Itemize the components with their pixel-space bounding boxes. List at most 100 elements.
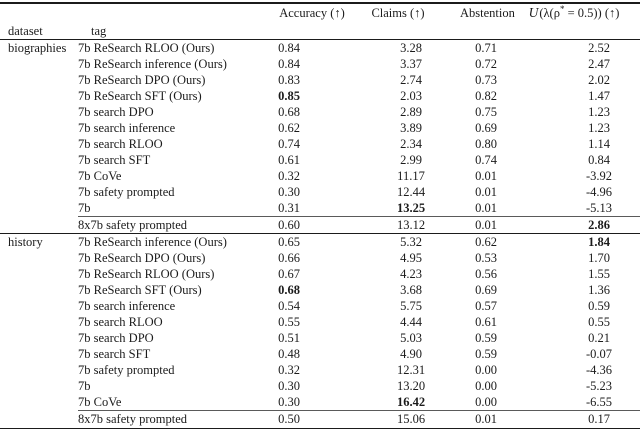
dataset-cell bbox=[0, 266, 78, 282]
bottom-double-rule bbox=[0, 428, 640, 430]
table-row: 7b 0.30 13.20 0.00 -5.23 bbox=[0, 378, 640, 394]
utility-cell: -0.07 bbox=[585, 347, 613, 361]
dataset-cell bbox=[0, 152, 78, 168]
header-row-labels: dataset tag bbox=[0, 22, 640, 40]
claims-cell: 4.95 bbox=[400, 251, 422, 265]
table-row: 8x7b safety prompted 0.50 15.06 0.01 0.17 bbox=[0, 410, 640, 427]
utility-cell: -3.92 bbox=[585, 169, 613, 183]
header-spacer bbox=[460, 22, 520, 40]
table-row: 7b search RLOO 0.55 4.44 0.61 0.55 bbox=[0, 314, 640, 330]
accuracy-cell: 0.83 bbox=[278, 73, 300, 87]
col-header-claims: Claims (↑) bbox=[371, 6, 425, 20]
table-row: biographies 7b ReSearch RLOO (Ours) 0.84 3.… bbox=[0, 40, 640, 57]
utility-cell: 1.47 bbox=[588, 89, 610, 103]
dataset-cell: biographies bbox=[8, 41, 67, 55]
abstention-cell: 0.72 bbox=[475, 57, 497, 71]
abstention-cell: 0.71 bbox=[475, 41, 497, 55]
table-row: 7b search DPO 0.51 5.03 0.59 0.21 bbox=[0, 330, 640, 346]
abstention-cell: 0.59 bbox=[475, 331, 497, 345]
accuracy-cell: 0.54 bbox=[278, 299, 300, 313]
tag-cell: 7b search SFT bbox=[78, 153, 151, 167]
table-row: 8x7b safety prompted 0.60 13.12 0.01 2.86 bbox=[0, 216, 640, 234]
table-row: 7b safety prompted 0.32 12.31 0.00 -4.36 bbox=[0, 362, 640, 378]
accuracy-cell: 0.48 bbox=[278, 347, 300, 361]
accuracy-cell: 0.30 bbox=[278, 185, 300, 199]
claims-cell: 3.68 bbox=[400, 283, 422, 297]
dataset-cell bbox=[0, 330, 78, 346]
claims-cell: 3.37 bbox=[400, 57, 422, 71]
col-header-abstention: Abstention bbox=[460, 6, 515, 20]
utility-cell: 0.21 bbox=[588, 331, 610, 345]
abstention-cell: 0.69 bbox=[475, 283, 497, 297]
tag-cell: 7b search inference bbox=[78, 299, 176, 313]
abstention-cell: 0.61 bbox=[475, 315, 497, 329]
dataset-cell bbox=[0, 378, 78, 394]
tag-cell: 7b ReSearch RLOO (Ours) bbox=[78, 41, 215, 55]
accuracy-cell: 0.51 bbox=[278, 331, 300, 345]
accuracy-cell: 0.31 bbox=[278, 201, 300, 215]
table-row: 7b ReSearch SFT (Ours) 0.68 3.68 0.69 1.36 bbox=[0, 282, 640, 298]
tag-cell: 7b search RLOO bbox=[78, 315, 163, 329]
accuracy-cell: 0.61 bbox=[278, 153, 300, 167]
claims-cell: 11.17 bbox=[397, 169, 425, 183]
abstention-cell: 0.00 bbox=[475, 363, 497, 377]
abstention-cell: 0.82 bbox=[475, 89, 497, 103]
utility-cell: 2.86 bbox=[520, 216, 640, 234]
claims-cell: 12.44 bbox=[396, 185, 426, 199]
accuracy-cell: 0.65 bbox=[250, 233, 350, 250]
dataset-cell bbox=[0, 217, 78, 234]
dataset-cell bbox=[0, 136, 78, 152]
accuracy-cell: 0.60 bbox=[250, 216, 350, 234]
dataset-cell bbox=[0, 168, 78, 184]
accuracy-cell: 0.67 bbox=[278, 267, 300, 281]
claims-cell: 13.25 bbox=[396, 201, 426, 215]
tag-cell: 7b bbox=[78, 379, 91, 393]
tag-cell: 7b ReSearch inference (Ours) bbox=[78, 57, 227, 71]
utility-cell: 1.14 bbox=[588, 137, 610, 151]
dataset-cell: history bbox=[0, 233, 78, 250]
abstention-cell: 0.01 bbox=[460, 410, 520, 427]
table-row: 7b ReSearch inference (Ours) 0.84 3.37 0.72… bbox=[0, 56, 640, 72]
utility-cell: 0.55 bbox=[588, 315, 610, 329]
utility-cell: 1.23 bbox=[588, 121, 610, 135]
dataset-cell bbox=[0, 250, 78, 266]
claims-cell: 3.89 bbox=[400, 121, 422, 135]
dataset-cell bbox=[0, 72, 78, 88]
table-row: 7b ReSearch RLOO (Ours) 0.67 4.23 0.56 1.55 bbox=[0, 266, 640, 282]
dataset-cell bbox=[0, 346, 78, 362]
utility-cell: 0.17 bbox=[520, 410, 640, 427]
utility-cell: 1.23 bbox=[588, 105, 610, 119]
utility-cell: -6.55 bbox=[585, 395, 613, 409]
table-row: 7b search SFT 0.48 4.90 0.59 -0.07 bbox=[0, 346, 640, 362]
table-header: Accuracy (↑) Claims (↑) Abstention U(λ(ρ… bbox=[0, 3, 640, 40]
abstention-cell: 0.00 bbox=[475, 379, 497, 393]
claims-cell: 5.32 bbox=[350, 233, 460, 250]
table-row: 7b search DPO 0.68 2.89 0.75 1.23 bbox=[0, 104, 640, 120]
tag-cell: 8x7b safety prompted bbox=[78, 410, 250, 427]
abstention-cell: 0.01 bbox=[475, 201, 497, 215]
accuracy-cell: 0.74 bbox=[278, 137, 300, 151]
table-row: history 7b ReSearch inference (Ours) 0.65 5… bbox=[0, 233, 640, 250]
claims-cell: 13.12 bbox=[350, 216, 460, 234]
dataset-cell bbox=[0, 394, 78, 411]
accuracy-cell: 0.55 bbox=[278, 315, 300, 329]
utility-cell: 2.02 bbox=[588, 73, 610, 87]
accuracy-cell: 0.68 bbox=[278, 105, 300, 119]
tag-cell: 7b search SFT bbox=[78, 347, 151, 361]
accuracy-cell: 0.32 bbox=[278, 363, 300, 377]
abstention-cell: 0.69 bbox=[475, 121, 497, 135]
abstention-cell: 0.59 bbox=[475, 347, 497, 361]
accuracy-cell: 0.50 bbox=[250, 410, 350, 427]
accuracy-cell: 0.84 bbox=[278, 57, 300, 71]
header-spacer bbox=[520, 22, 640, 40]
header-spacer bbox=[350, 22, 460, 40]
table-row: 7b CoVe 0.30 16.42 0.00 -6.55 bbox=[0, 394, 640, 411]
abstention-cell: 0.00 bbox=[475, 395, 497, 409]
abstention-cell: 0.74 bbox=[475, 153, 497, 167]
utility-cell: 2.47 bbox=[588, 57, 610, 71]
tag-cell: 7b ReSearch DPO (Ours) bbox=[78, 73, 206, 87]
accuracy-cell: 0.30 bbox=[278, 395, 300, 409]
abstention-cell: 0.56 bbox=[475, 267, 497, 281]
